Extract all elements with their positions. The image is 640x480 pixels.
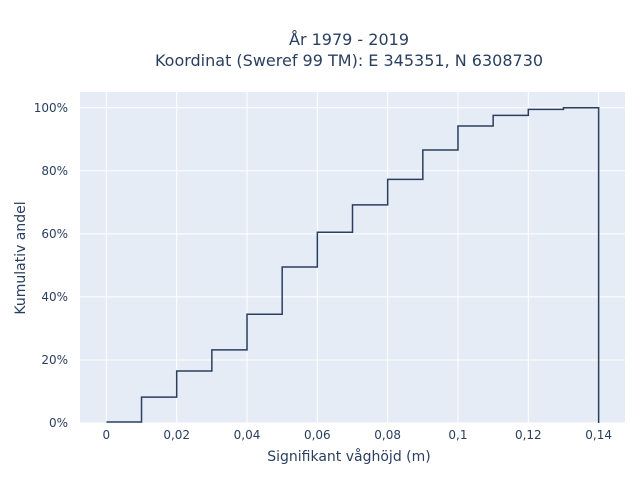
chart-title-line-1: År 1979 - 2019 xyxy=(289,30,409,49)
x-tick-label: 0,1 xyxy=(448,428,467,442)
y-tick-label: 100% xyxy=(34,101,68,115)
x-tick-label: 0 xyxy=(103,428,111,442)
y-tick-label: 40% xyxy=(41,290,68,304)
x-axis-ticks: 0 0,02 0,04 0,06 0,08 0,1 0,12 0,14 xyxy=(103,428,612,442)
x-axis-title: Signifikant våghöjd (m) xyxy=(267,448,430,465)
plot-background xyxy=(80,92,625,423)
cumulative-step-line xyxy=(106,107,600,423)
y-tick-label: 0% xyxy=(49,416,68,430)
chart-title-line-2: Koordinat (Sweref 99 TM): E 345351, N 63… xyxy=(155,51,543,70)
y-tick-label: 20% xyxy=(41,353,68,367)
x-tick-label: 0,02 xyxy=(163,428,190,442)
x-tick-label: 0,08 xyxy=(374,428,401,442)
y-tick-label: 80% xyxy=(41,164,68,178)
y-axis-ticks: 0% 20% 40% 60% 80% 100% xyxy=(34,101,68,430)
x-tick-label: 0,14 xyxy=(585,428,612,442)
x-tick-label: 0,04 xyxy=(234,428,261,442)
y-tick-label: 60% xyxy=(41,227,68,241)
y-axis-title: Kumulativ andel xyxy=(13,201,29,314)
x-tick-label: 0,06 xyxy=(304,428,331,442)
x-tick-label: 0,12 xyxy=(515,428,542,442)
